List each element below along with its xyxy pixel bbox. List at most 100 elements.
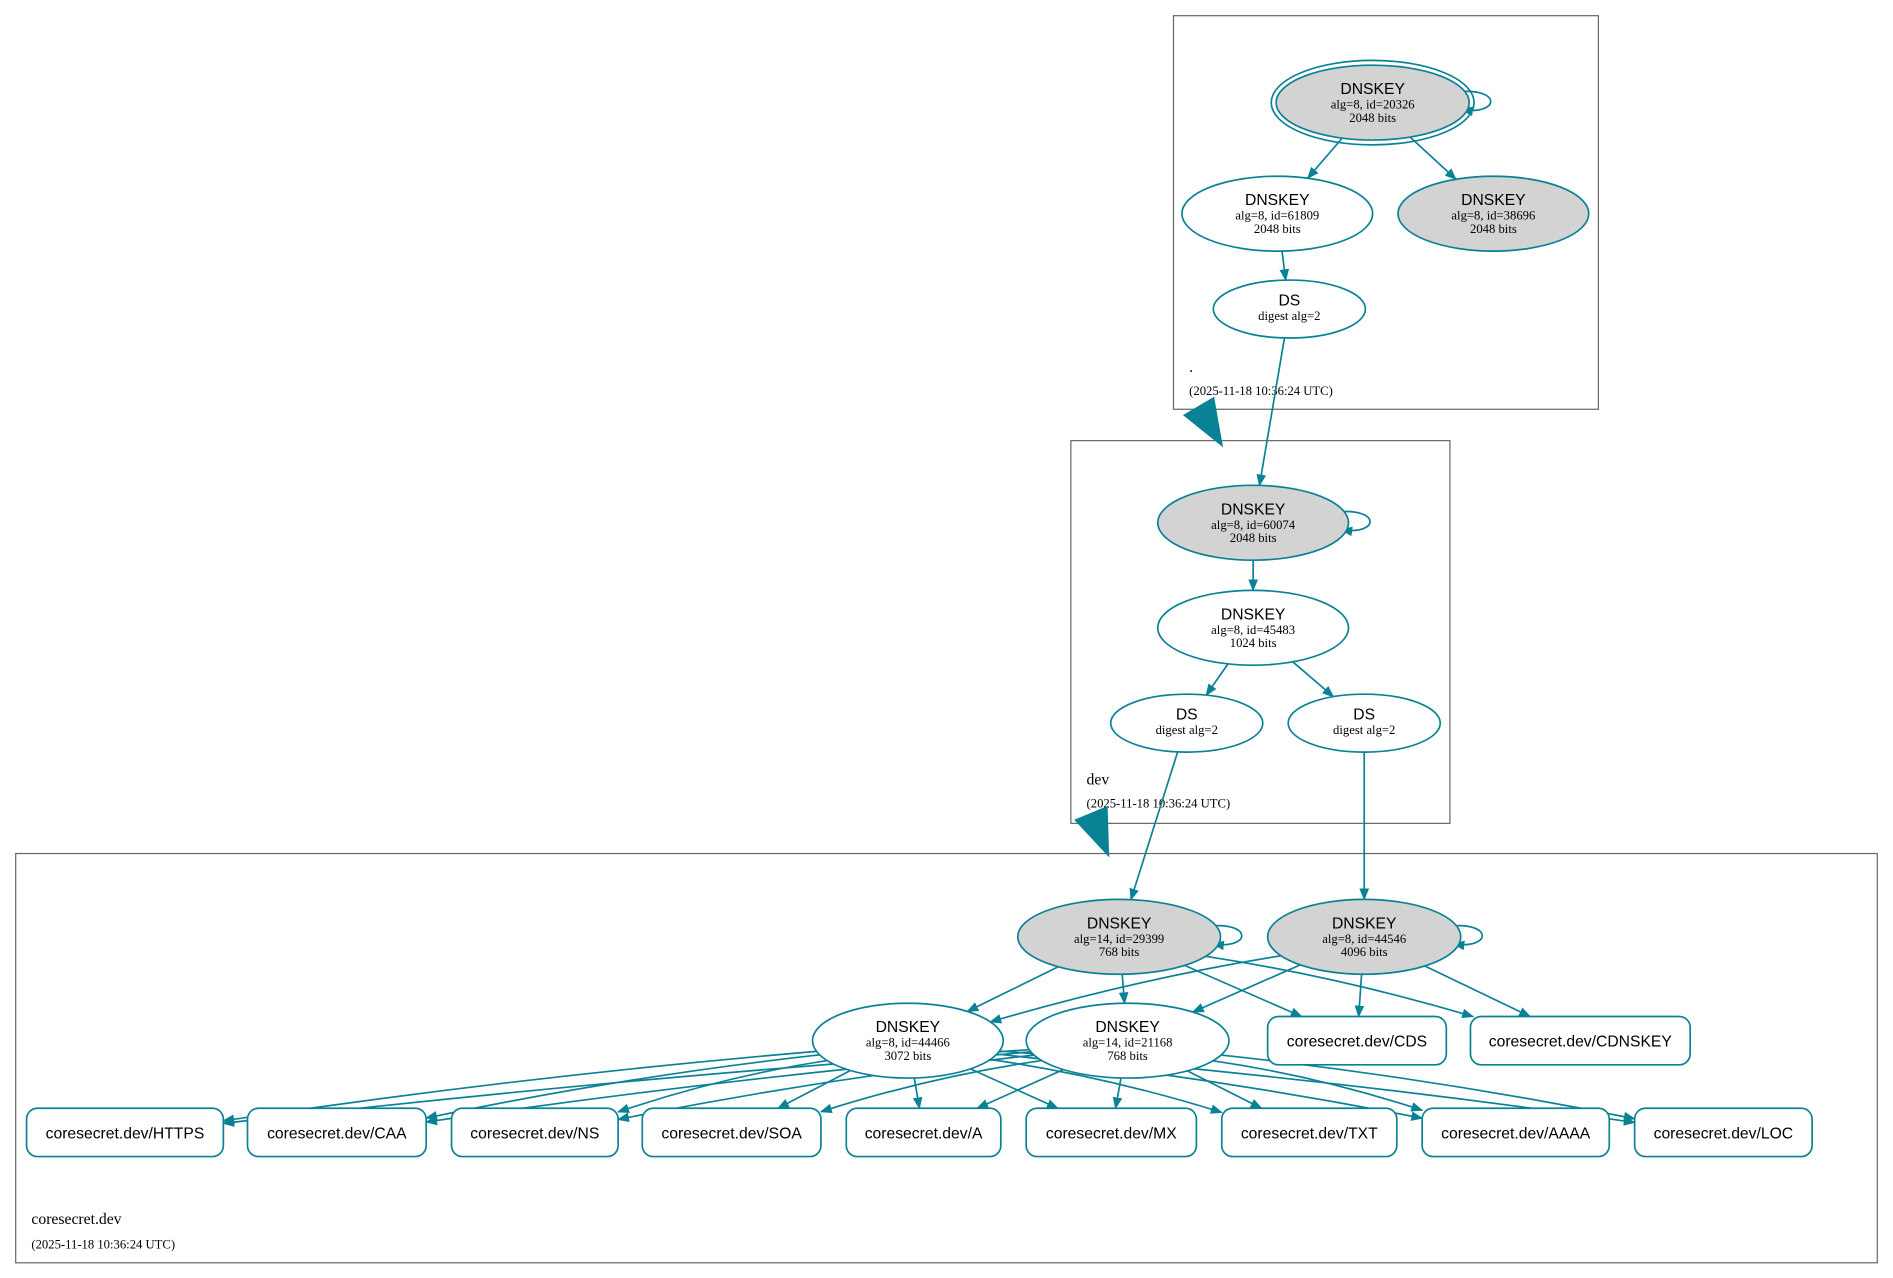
edge-k21168-soa <box>819 1059 1042 1114</box>
rrset-label: coresecret.dev/TXT <box>1241 1125 1378 1142</box>
node-https[interactable]: coresecret.dev/HTTPS <box>25 1107 225 1158</box>
node-detail: digest alg=2 <box>1333 723 1395 737</box>
cluster-timestamp: (2025-11-18 10:36:24 UTC) <box>1087 797 1231 811</box>
edge-k20326-k61809 <box>1306 137 1343 180</box>
node-shape <box>1016 898 1222 976</box>
node-soa[interactable]: coresecret.dev/SOA <box>641 1107 822 1158</box>
rrset-label: coresecret.dev/CDS <box>1287 1034 1427 1051</box>
trust-anchor-ring <box>1270 59 1475 146</box>
node-title: DNSKEY <box>1221 501 1286 518</box>
node-detail: alg=8, id=20326 <box>1331 98 1415 112</box>
node-a[interactable]: coresecret.dev/A <box>845 1107 1002 1158</box>
delegation-root-dev <box>1182 396 1224 448</box>
node-title: DNSKEY <box>1221 606 1286 623</box>
rrset-label: coresecret.dev/SOA <box>661 1125 802 1142</box>
node-title: DNSKEY <box>1461 192 1526 209</box>
node-shape <box>811 1002 1005 1079</box>
node-keysize: 2048 bits <box>1254 222 1301 236</box>
node-caa[interactable]: coresecret.dev/CAA <box>246 1107 428 1158</box>
node-title: DS <box>1176 707 1198 724</box>
node-loc[interactable]: coresecret.dev/LOC <box>1633 1107 1813 1158</box>
node-title: DS <box>1278 292 1300 309</box>
node-detail: alg=14, id=29399 <box>1074 932 1164 946</box>
cluster-timestamp: (2025-11-18 10:36:24 UTC) <box>31 1237 175 1251</box>
cluster-coresecret: coresecret.dev (2025-11-18 10:36:24 UTC) <box>15 852 1878 1264</box>
node-aaaa[interactable]: coresecret.dev/AAAA <box>1421 1107 1611 1158</box>
edge-k44466-soa <box>776 1069 851 1110</box>
edge-k44546-k44466 <box>989 954 1282 1024</box>
node-shape <box>25 1107 225 1158</box>
edge-k29399-cdnskey <box>1205 955 1475 1019</box>
node-shape <box>1287 693 1442 753</box>
rrset-label: coresecret.dev/CAA <box>267 1125 407 1142</box>
cluster-timestamp: (2025-11-18 10:36:24 UTC) <box>1189 384 1333 398</box>
node-shape <box>1266 898 1462 976</box>
edge-dsroot-k60074 <box>1256 337 1286 487</box>
rrset-label: coresecret.dev/HTTPS <box>46 1125 205 1142</box>
node-keysize: 1024 bits <box>1230 636 1277 650</box>
node-shape <box>1025 1002 1230 1079</box>
edge-k44466-mx <box>970 1068 1059 1110</box>
cluster-label: . <box>1189 359 1193 376</box>
cluster-dev: dev (2025-11-18 10:36:24 UTC) <box>1070 440 1451 824</box>
node-shape <box>450 1107 619 1158</box>
node-keysize: 2048 bits <box>1230 531 1277 545</box>
node-detail: digest alg=2 <box>1156 723 1218 737</box>
node-detail: alg=8, id=45483 <box>1211 623 1295 637</box>
edge-k44466-a <box>912 1077 923 1110</box>
node-detail: alg=8, id=44466 <box>866 1036 950 1050</box>
node-detail: alg=8, id=61809 <box>1235 209 1319 223</box>
node-txt[interactable]: coresecret.dev/TXT <box>1220 1107 1398 1158</box>
node-shape <box>1421 1107 1611 1158</box>
edge-k21168-mx <box>1112 1077 1123 1110</box>
cluster-label: dev <box>1087 772 1110 789</box>
node-title: DNSKEY <box>1340 81 1405 98</box>
node-shape <box>1025 1107 1198 1158</box>
node-detail: alg=8, id=44546 <box>1322 932 1406 946</box>
edge-k44546-cds <box>1354 974 1365 1018</box>
node-title: DNSKEY <box>1095 1019 1160 1036</box>
node-detail: alg=8, id=60074 <box>1211 518 1296 532</box>
node-shape <box>1275 64 1471 141</box>
cluster-root: . (2025-11-18 10:36:24 UTC) <box>1172 15 1600 410</box>
node-mx[interactable]: coresecret.dev/MX <box>1025 1107 1198 1158</box>
edge-k44466-ns <box>616 1059 828 1114</box>
node-shape <box>1109 693 1264 753</box>
node-shape <box>845 1107 1002 1158</box>
edge-k45483-ds2 <box>1292 661 1335 698</box>
node-cds[interactable]: coresecret.dev/CDS <box>1266 1015 1448 1066</box>
node-detail: alg=14, id=21168 <box>1083 1036 1173 1050</box>
node-title: DNSKEY <box>1087 915 1152 932</box>
edge-k29399-k29399 <box>1210 924 1243 951</box>
node-ns[interactable]: coresecret.dev/NS <box>450 1107 619 1158</box>
node-shape <box>1397 175 1590 252</box>
node-shape <box>246 1107 428 1158</box>
node-keysize: 3072 bits <box>884 1049 931 1063</box>
node-cdnskey[interactable]: coresecret.dev/CDNSKEY <box>1469 1015 1692 1066</box>
edge-k44546-cdnskey <box>1424 965 1532 1018</box>
delegation-dev-coresecret <box>1074 805 1110 858</box>
edge-k45483-ds1 <box>1205 663 1229 697</box>
node-keysize: 768 bits <box>1107 1049 1148 1063</box>
node-shape <box>1156 484 1350 562</box>
node-shape <box>1156 589 1350 667</box>
node-shape <box>1181 175 1374 252</box>
cluster-label: coresecret.dev <box>31 1211 121 1228</box>
node-shape <box>1220 1107 1398 1158</box>
edge-k21168-txt <box>1187 1070 1263 1110</box>
node-shape <box>1633 1107 1813 1158</box>
edge-k60074-k60074 <box>1338 510 1371 537</box>
